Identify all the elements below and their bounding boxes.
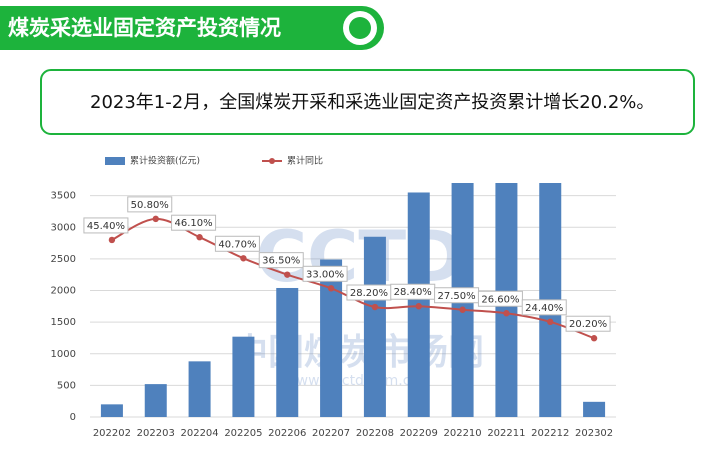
data-label: 27.50% [438,291,476,302]
x-tick-label: 202204 [180,428,218,439]
y-tick-label: 1000 [51,349,76,360]
x-tick-label: 202202 [93,428,131,439]
line-point [590,335,598,342]
line-point [108,236,116,244]
x-tick-label: 202205 [224,428,262,439]
x-tick-label: 202206 [268,428,306,439]
bar [232,336,255,417]
data-label: 46.10% [175,218,213,229]
x-tick-label: 202209 [400,428,438,439]
data-label-box [258,252,304,269]
data-label-box [83,217,129,234]
header-icon-dot [349,17,371,39]
summary-text: 2023年1-2月，全国煤炭开采和采选业固定资产投资累计增长20.2%。 [90,92,654,113]
bar [583,401,606,417]
x-tick-label: 202203 [137,428,175,439]
data-label: 28.40% [394,287,432,298]
data-label: 33.00% [306,269,344,280]
line-point [547,318,554,326]
watermark-url: www.cctd.com.cn [297,373,420,389]
summary-box [40,69,695,135]
data-label: 24.40% [525,303,563,314]
line-point [503,310,510,317]
x-tick-label: 202302 [575,428,613,439]
line-point [327,285,335,292]
data-label: 20.20% [569,319,607,330]
line-point [240,255,247,262]
bar [276,287,299,417]
x-tick-label: 202211 [487,428,525,439]
bar [320,259,343,417]
x-tick-label: 202207 [312,428,350,439]
bar [188,361,211,417]
data-label: 36.50% [262,256,300,267]
y-tick-label: 2000 [51,286,76,297]
data-label-box [302,265,348,282]
y-tick-label: 3500 [51,191,76,202]
x-tick-label: 202212 [531,428,569,439]
bar [100,404,123,417]
y-tick-label: 1500 [51,317,76,328]
x-tick-label: 202210 [443,428,481,439]
data-label-box [477,290,523,307]
legend-swatch-dot [269,158,275,164]
watermark-name: 中国煤炭市场网 [232,332,484,373]
line-point [152,215,159,223]
data-label-box [214,235,260,252]
line-point [196,234,203,241]
header-banner [0,6,384,50]
data-label-box [171,214,217,231]
data-label: 40.70% [218,239,256,250]
line-point [459,306,466,313]
y-tick-label: 500 [57,380,76,391]
y-tick-label: 2500 [51,254,76,265]
data-label: 45.40% [87,221,125,232]
data-label-box [127,196,173,213]
data-label-box [565,315,611,332]
y-tick-label: 0 [70,412,76,423]
data-label-box [521,299,567,316]
legend-label: 累计投资额(亿元) [130,155,200,167]
line-point [284,271,291,278]
line-point [371,303,379,311]
y-tick-label: 3000 [51,222,76,233]
data-label: 50.80% [131,200,169,211]
bar [363,236,386,417]
line-point [415,303,422,310]
x-tick-label: 202208 [356,428,394,439]
data-label: 28.20% [350,288,388,299]
bar [144,384,167,417]
legend-label: 累计同比 [287,155,323,167]
header-title: 煤炭采选业固定资产投资情况 [8,16,281,40]
legend-swatch [105,157,125,165]
data-label: 26.60% [481,294,519,305]
